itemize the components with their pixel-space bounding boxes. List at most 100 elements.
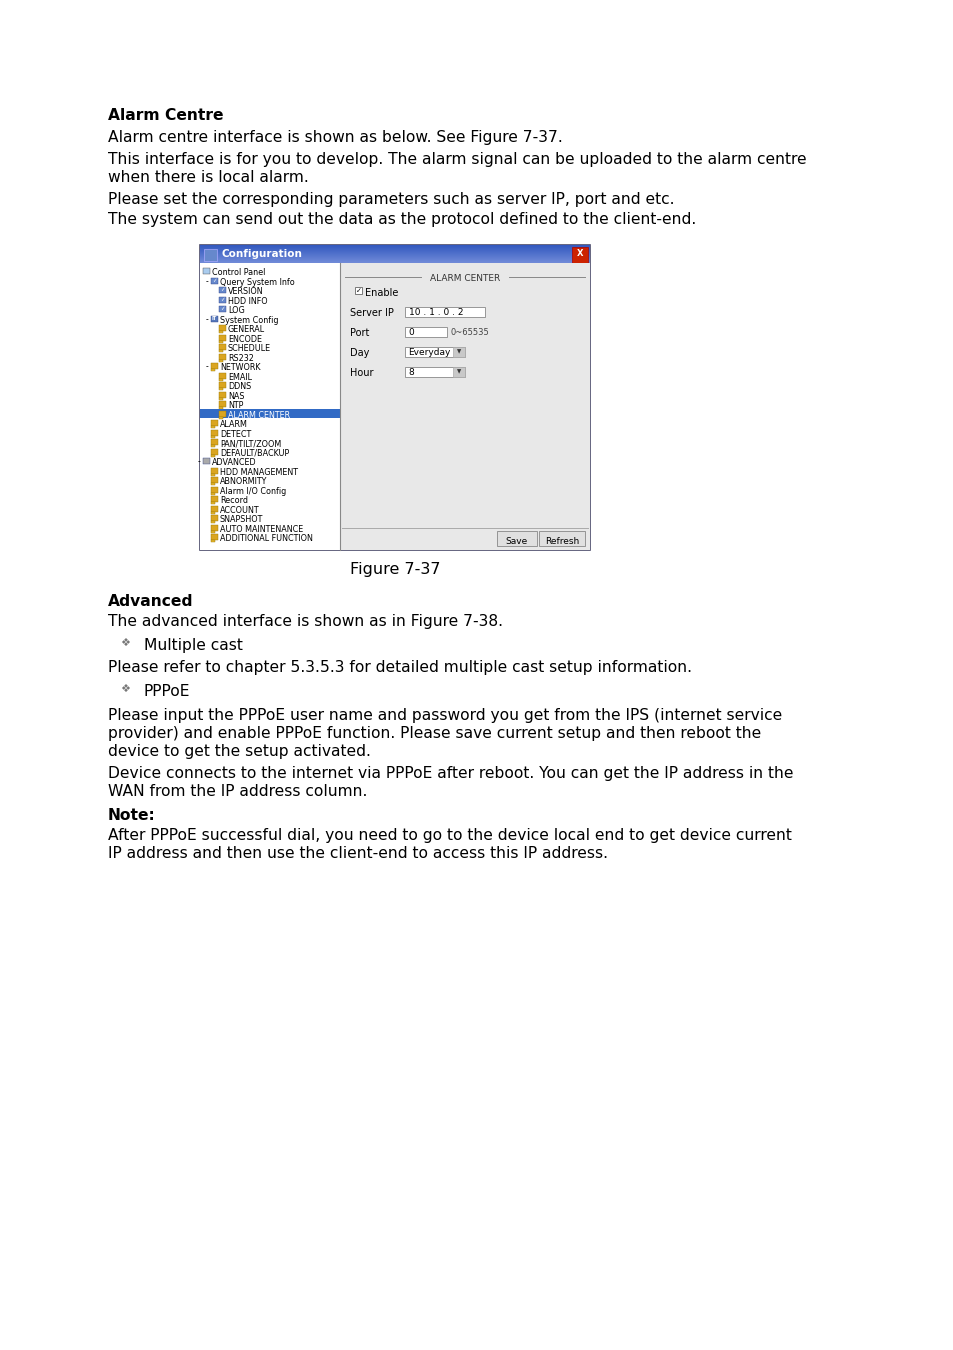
Text: ✓: ✓: [355, 288, 361, 293]
Text: ADDITIONAL FUNCTION: ADDITIONAL FUNCTION: [220, 535, 313, 543]
Text: ✓: ✓: [220, 297, 225, 302]
Bar: [219, 373, 226, 378]
Bar: [219, 387, 223, 390]
Text: This interface is for you to develop. The alarm signal can be uploaded to the al: This interface is for you to develop. Th…: [108, 153, 806, 167]
Text: IP address and then use the client-end to access this IP address.: IP address and then use the client-end t…: [108, 846, 607, 861]
Text: ✓: ✓: [220, 288, 225, 293]
Bar: [339, 263, 589, 549]
Text: System Config: System Config: [220, 316, 278, 325]
Bar: [211, 467, 218, 474]
Bar: [211, 493, 214, 494]
Bar: [219, 340, 223, 343]
Text: GENERAL: GENERAL: [228, 325, 265, 335]
Bar: [219, 382, 226, 387]
Text: ALARM CENTER: ALARM CENTER: [430, 274, 499, 284]
Text: ENCODE: ENCODE: [228, 335, 262, 344]
Text: ❖: ❖: [120, 639, 130, 648]
Text: The advanced interface is shown as in Figure 7-38.: The advanced interface is shown as in Fi…: [108, 614, 502, 629]
Bar: [219, 410, 226, 417]
Bar: [211, 514, 218, 521]
Text: IT: IT: [212, 316, 217, 321]
Text: Day: Day: [350, 348, 369, 358]
Text: Note:: Note:: [108, 809, 155, 824]
Text: SCHEDULE: SCHEDULE: [228, 344, 271, 354]
Bar: [219, 331, 223, 333]
Bar: [219, 392, 226, 397]
Text: PAN/TILT/ZOOM: PAN/TILT/ZOOM: [220, 439, 281, 448]
Bar: [219, 359, 223, 362]
Bar: [211, 369, 214, 371]
Bar: [200, 409, 339, 418]
Text: -: -: [206, 277, 209, 286]
Text: ✓: ✓: [220, 306, 225, 312]
Bar: [211, 278, 218, 283]
Text: Port: Port: [350, 328, 369, 338]
Bar: [405, 327, 447, 338]
Text: WAN from the IP address column.: WAN from the IP address column.: [108, 784, 367, 799]
Bar: [219, 306, 226, 312]
Text: ▼: ▼: [456, 370, 460, 374]
Bar: [211, 448, 218, 455]
Text: -: -: [206, 362, 209, 371]
Text: DDNS: DDNS: [228, 382, 251, 391]
Text: Please refer to chapter 5.3.5.3 for detailed multiple cast setup information.: Please refer to chapter 5.3.5.3 for deta…: [108, 660, 691, 675]
Text: NETWORK: NETWORK: [220, 363, 260, 373]
FancyBboxPatch shape: [538, 531, 584, 545]
Bar: [211, 502, 214, 504]
Bar: [219, 325, 226, 331]
Bar: [211, 483, 214, 485]
Text: The system can send out the data as the protocol defined to the client-end.: The system can send out the data as the …: [108, 212, 696, 227]
Text: -: -: [206, 315, 209, 324]
Text: Hour: Hour: [350, 369, 374, 378]
Bar: [219, 378, 223, 381]
Text: Advanced: Advanced: [108, 594, 193, 609]
FancyBboxPatch shape: [497, 531, 537, 545]
Text: ❖: ❖: [120, 684, 130, 694]
Bar: [211, 505, 218, 512]
Bar: [355, 288, 361, 294]
Text: Alarm Centre: Alarm Centre: [108, 108, 223, 123]
Text: Control Panel: Control Panel: [212, 269, 265, 277]
Bar: [405, 347, 464, 356]
Text: SNAPSHOT: SNAPSHOT: [220, 516, 263, 524]
Text: X: X: [577, 250, 582, 258]
Text: ABNORMITY: ABNORMITY: [220, 478, 267, 486]
Text: Multiple cast: Multiple cast: [144, 639, 243, 653]
Text: Device connects to the internet via PPPoE after reboot. You can get the IP addre: Device connects to the internet via PPPo…: [108, 765, 793, 782]
Bar: [211, 512, 214, 513]
Text: NAS: NAS: [228, 392, 244, 401]
Text: DETECT: DETECT: [220, 429, 251, 439]
Text: LOG: LOG: [228, 306, 245, 316]
Bar: [572, 247, 587, 263]
Text: Query System Info: Query System Info: [220, 278, 294, 286]
Bar: [211, 495, 218, 502]
Bar: [219, 350, 223, 352]
Bar: [211, 427, 214, 428]
Bar: [219, 288, 226, 293]
Bar: [219, 406, 223, 409]
Text: Configuration: Configuration: [222, 248, 302, 259]
Bar: [453, 367, 464, 377]
Text: when there is local alarm.: when there is local alarm.: [108, 170, 309, 185]
Bar: [219, 397, 223, 400]
Bar: [405, 306, 484, 317]
Bar: [211, 363, 218, 369]
Text: Save: Save: [505, 537, 528, 545]
Text: ALARM CENTER: ALARM CENTER: [228, 410, 290, 420]
Bar: [453, 347, 464, 356]
Bar: [211, 474, 214, 475]
Text: 8: 8: [408, 369, 414, 377]
Bar: [211, 486, 218, 493]
Text: device to get the setup activated.: device to get the setup activated.: [108, 744, 371, 759]
Text: provider) and enable PPPoE function. Please save current setup and then reboot t: provider) and enable PPPoE function. Ple…: [108, 726, 760, 741]
Text: Server IP: Server IP: [350, 308, 394, 319]
Text: 0: 0: [408, 328, 414, 338]
Text: AUTO MAINTENANCE: AUTO MAINTENANCE: [220, 525, 303, 533]
Bar: [203, 269, 210, 274]
Text: -: -: [198, 458, 200, 466]
Bar: [219, 401, 226, 406]
Text: Refresh: Refresh: [544, 537, 578, 545]
Text: Alarm I/O Config: Alarm I/O Config: [220, 487, 286, 495]
Text: After PPPoE successful dial, you need to go to the device local end to get devic: After PPPoE successful dial, you need to…: [108, 828, 791, 842]
Text: PPPoE: PPPoE: [144, 684, 191, 699]
